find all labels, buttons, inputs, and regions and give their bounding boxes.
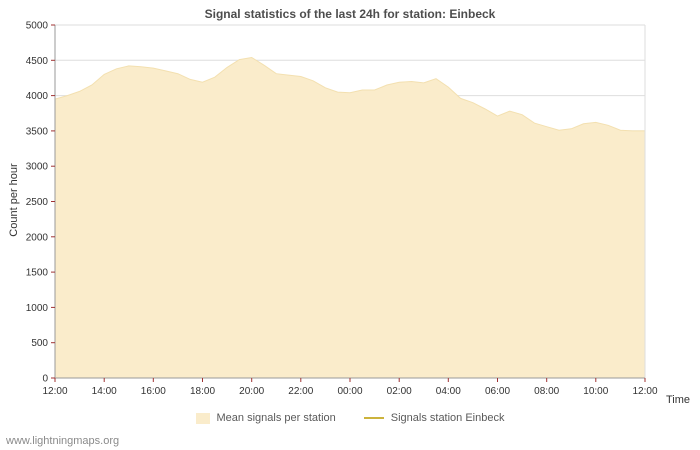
x-tick-label: 00:00 (337, 386, 362, 397)
y-tick-label: 2000 (26, 232, 49, 243)
y-tick-label: 3000 (26, 162, 49, 173)
x-tick-label: 16:00 (141, 386, 166, 397)
mean-signals-area (54, 56, 646, 379)
x-axis-label: Time (665, 394, 690, 406)
legend-item-station-einbeck: Signals station Einbeck (363, 412, 505, 424)
x-tick-label: 06:00 (485, 386, 510, 397)
x-tick-label: 12:00 (632, 386, 657, 397)
y-tick-label: 0 (42, 374, 48, 385)
chart-legend: Mean signals per station Signals station… (0, 412, 700, 424)
x-tick-label: 02:00 (387, 386, 412, 397)
legend-area-swatch-icon (195, 412, 210, 424)
y-tick-label: 1000 (26, 303, 49, 314)
x-tick-label: 14:00 (92, 386, 117, 397)
y-tick-label: 4000 (26, 91, 49, 102)
legend-item-mean-signals: Mean signals per station (195, 412, 336, 424)
x-tick-label: 22:00 (288, 386, 313, 397)
legend-line-swatch-icon (363, 417, 384, 419)
y-tick-label: 2500 (26, 197, 49, 208)
x-tick-label: 12:00 (42, 386, 67, 397)
y-tick-label: 4500 (26, 56, 49, 67)
x-tick-label: 18:00 (190, 386, 215, 397)
x-tick-label: 10:00 (583, 386, 608, 397)
y-tick-label: 1500 (26, 268, 49, 279)
x-tick-label: 04:00 (436, 386, 461, 397)
x-tick-label: 20:00 (239, 386, 264, 397)
y-tick-label: 3500 (26, 126, 49, 137)
legend-label-station-einbeck: Signals station Einbeck (390, 412, 505, 424)
y-tick-label: 500 (31, 338, 48, 349)
x-tick-label: 08:00 (534, 386, 559, 397)
watermark: www.lightningmaps.org (6, 435, 120, 447)
legend-label-mean-signals: Mean signals per station (216, 412, 336, 424)
chart-title: Signal statistics of the last 24h for st… (204, 7, 496, 21)
y-tick-label: 5000 (26, 21, 49, 32)
